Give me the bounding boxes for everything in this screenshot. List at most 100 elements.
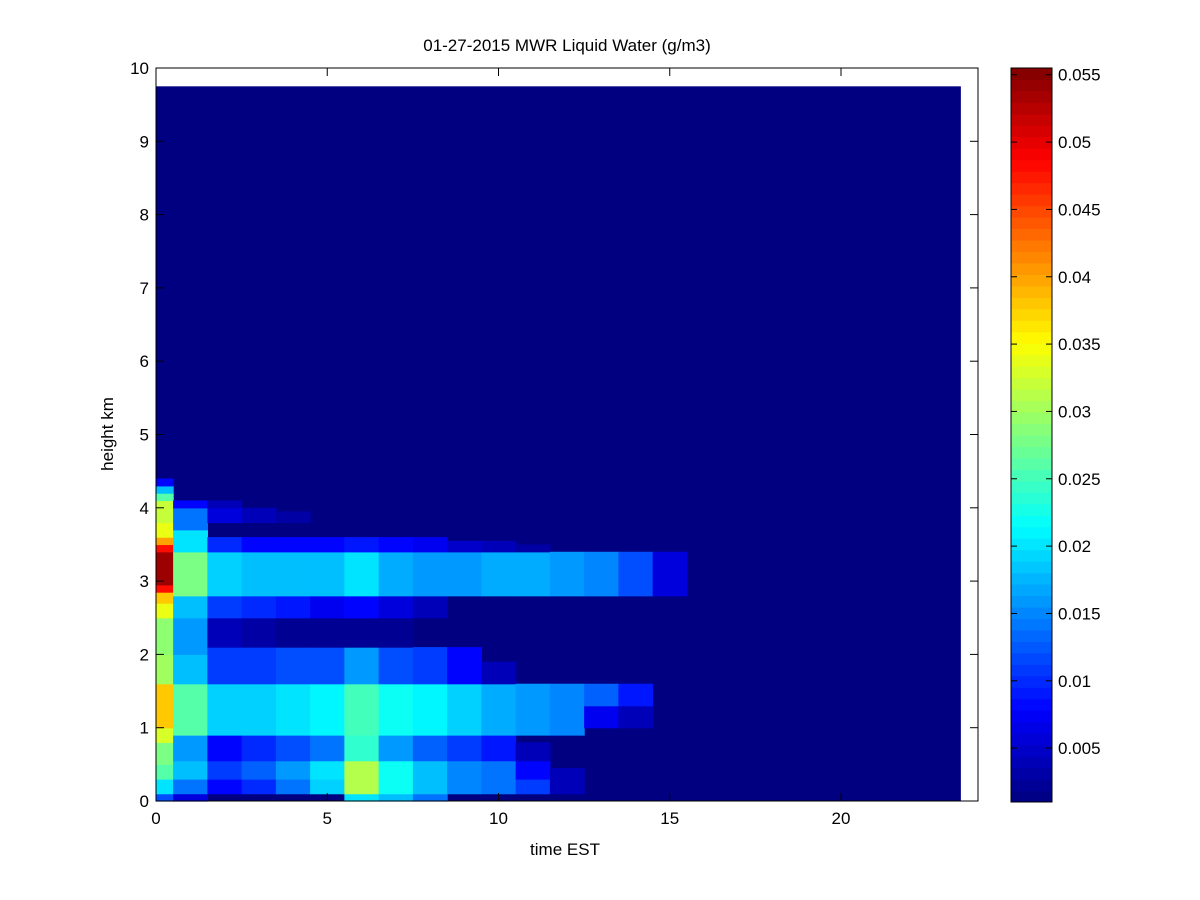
colorbar-step (1011, 251, 1052, 264)
colorbar-step (1011, 698, 1052, 711)
colorbar-tick-label: 0.02 (1058, 537, 1091, 556)
heatmap-cell (515, 551, 551, 597)
colorbar-step (1011, 308, 1052, 321)
heatmap-cell (156, 793, 174, 802)
colorbar-tick-label: 0.05 (1058, 133, 1091, 152)
y-tick-label: 7 (140, 279, 149, 298)
x-axis-ticks: 0 5 10 15 20 (151, 68, 850, 828)
y-tick-label: 4 (140, 499, 149, 518)
colorbar-tick-label: 0.025 (1058, 470, 1101, 489)
heatmap-cell (447, 551, 482, 597)
heatmap-cell (344, 793, 380, 802)
y-tick-label: 8 (140, 206, 149, 225)
heatmap-cell (481, 661, 517, 685)
heatmap-cell (378, 537, 414, 553)
colorbar-step (1011, 113, 1052, 126)
heatmap-cell (241, 507, 277, 524)
heatmap-cell (173, 507, 208, 531)
heatmap-cell (241, 647, 277, 685)
heatmap-cell (447, 540, 482, 553)
colorbar-step (1011, 205, 1052, 218)
heatmap-cell (378, 595, 414, 619)
colorbar-step (1011, 675, 1052, 688)
heatmap-cell (481, 540, 517, 553)
y-tick-label: 0 (140, 792, 149, 811)
heatmap-cell (156, 764, 174, 780)
heatmap-cell (310, 760, 345, 780)
colorbar-tick-label: 0.015 (1058, 604, 1101, 623)
heatmap-cell (344, 647, 380, 685)
colorbar-step (1011, 790, 1052, 803)
heatmap-cell (378, 760, 414, 795)
colorbar-step (1011, 503, 1052, 516)
heatmap-cell (344, 595, 380, 619)
heatmap-cell (207, 779, 243, 795)
x-tick-label: 20 (832, 809, 851, 828)
colorbar-step (1011, 767, 1052, 780)
colorbar-step (1011, 194, 1052, 207)
heatmap-cell (412, 793, 448, 802)
colorbar-tick-label: 0.045 (1058, 200, 1101, 219)
heatmap-cell (156, 551, 174, 586)
colorbar-step (1011, 446, 1052, 459)
colorbar-step (1011, 125, 1052, 138)
heatmap-cell (310, 595, 345, 619)
heatmap-cell (344, 551, 380, 597)
colorbar-step (1011, 779, 1052, 792)
heatmap-cell (275, 647, 311, 685)
heatmap-cell (275, 551, 311, 597)
heatmap-cell (156, 584, 174, 593)
colorbar-step (1011, 687, 1052, 700)
heatmap-cell (618, 705, 654, 729)
heatmap-cell (156, 500, 174, 524)
heatmap-cell (344, 760, 380, 795)
y-axis-ticks: 0 1 2 3 4 5 6 7 8 9 10 (130, 59, 978, 811)
colorbar-step (1011, 354, 1052, 367)
heatmap-cell (515, 779, 551, 795)
y-tick-label: 1 (140, 719, 149, 738)
colorbar-step (1011, 607, 1052, 619)
colorbar-step (1011, 664, 1052, 677)
heatmap-cell (241, 595, 277, 619)
heatmap-cell (447, 683, 482, 736)
colorbar-step (1011, 515, 1052, 528)
heatmap-cell (275, 683, 311, 736)
heatmap-cell (207, 551, 243, 597)
y-tick-label: 10 (130, 59, 149, 78)
heatmap-cell (584, 683, 619, 707)
y-axis-label: height km (98, 397, 117, 471)
heatmap-cell (156, 544, 174, 553)
colorbar-step (1011, 423, 1052, 436)
heatmap-cell (652, 551, 688, 597)
colorbar-step (1011, 721, 1052, 734)
colorbar-step (1011, 90, 1052, 103)
heatmap-cell (412, 551, 448, 597)
heatmap-cell (156, 683, 174, 729)
heatmap-cell (241, 537, 277, 553)
colorbar-step (1011, 182, 1052, 195)
colorbar-step (1011, 262, 1052, 275)
colorbar-step (1011, 629, 1052, 642)
heatmap-cell (378, 647, 414, 685)
colorbar-step (1011, 217, 1052, 230)
heatmap-cell (310, 779, 345, 795)
colorbar-step (1011, 744, 1052, 757)
heatmap-cell (515, 760, 551, 780)
y-tick-label: 5 (140, 426, 149, 445)
heatmap-cell (378, 793, 414, 802)
heatmap-cell (156, 478, 174, 487)
heatmap-cell (275, 735, 311, 762)
colorbar-tick-label: 0.035 (1058, 335, 1101, 354)
colorbar-step (1011, 343, 1052, 356)
heatmap-cell (156, 537, 174, 546)
colorbar-ticks: 0.005 0.01 0.015 0.02 0.025 0.03 0.035 0.04 0.04… (1011, 66, 1101, 758)
heatmap-cell (156, 779, 174, 795)
heatmap-cell (447, 735, 482, 762)
heatmap-cell (378, 551, 414, 597)
chart-title: 01-27-2015 MWR Liquid Water (g/m3) (423, 36, 711, 55)
heatmap-cell (310, 683, 345, 736)
heatmap-cell (241, 551, 277, 597)
colorbar-tick-label: 0.03 (1058, 402, 1091, 421)
heatmap-cell (275, 537, 311, 553)
heatmap-cell (549, 768, 585, 795)
